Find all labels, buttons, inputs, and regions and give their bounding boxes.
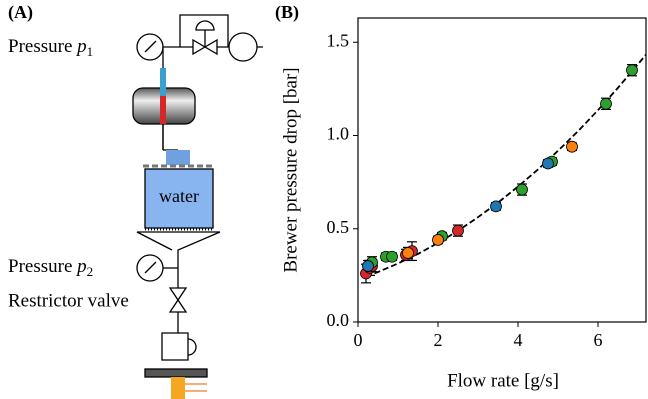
gauge-subscript: 1 xyxy=(87,44,94,59)
y-tick-label: 0.5 xyxy=(327,217,350,237)
data-point xyxy=(600,97,612,110)
panel-label: (B) xyxy=(275,2,299,23)
valve-icon xyxy=(192,38,218,56)
y-tick-label: 1.5 xyxy=(327,30,350,50)
data-point xyxy=(432,234,444,246)
data-point xyxy=(362,260,374,272)
data-point xyxy=(402,247,414,259)
diagram xyxy=(132,14,263,399)
cup-handle xyxy=(187,338,197,356)
gauge-label: Pressure p1 xyxy=(8,36,93,59)
gauge-label: Pressure p2 xyxy=(8,256,93,279)
data-point xyxy=(490,200,502,213)
gauge-needle xyxy=(144,40,157,53)
cup xyxy=(161,332,189,361)
plot: 0 2 4 6 0.0 0.5 1.0 1.5 xyxy=(327,17,647,350)
actuator xyxy=(195,20,215,31)
fit-line xyxy=(365,53,647,278)
x-tick-label: 4 xyxy=(514,330,523,350)
y-axis-label: Brewer pressure drop [bar] xyxy=(280,67,301,272)
data-point xyxy=(626,64,638,77)
gauge-label-text: Pressure xyxy=(8,36,72,57)
inlet xyxy=(166,150,190,165)
water-vessel xyxy=(144,168,214,229)
rod-hot xyxy=(160,96,166,124)
gauge-subscript: 2 xyxy=(87,264,94,279)
y-tick-label: 0.0 xyxy=(327,310,350,330)
funnel xyxy=(137,231,221,340)
x-axis-label: Flow rate [g/s] xyxy=(447,370,559,391)
restrictor-icon xyxy=(168,287,188,313)
rod-cold xyxy=(160,68,166,96)
gauge-needle xyxy=(144,261,157,274)
pump xyxy=(228,32,258,62)
panel-label: (A) xyxy=(8,2,33,23)
data-point xyxy=(566,140,578,153)
valve-label: Restrictor valve xyxy=(8,290,129,311)
data-point xyxy=(516,183,528,196)
plot-frame xyxy=(357,17,647,323)
data-point xyxy=(542,157,554,170)
pipe xyxy=(179,14,229,47)
gauge-label-text: Pressure xyxy=(8,256,72,277)
load-cell xyxy=(171,377,185,399)
data-point xyxy=(386,250,398,263)
gauge-symbol: p xyxy=(75,36,87,57)
data-point xyxy=(452,224,464,237)
x-tick-label: 6 xyxy=(594,330,603,350)
funnel xyxy=(136,231,173,251)
y-tick-label: 1.0 xyxy=(327,124,350,144)
scale xyxy=(144,368,208,378)
x-tick-label: 2 xyxy=(434,330,443,350)
vessel-label: water xyxy=(159,186,199,206)
gauge-symbol: p xyxy=(75,256,87,277)
x-tick-label: 0 xyxy=(354,330,363,350)
